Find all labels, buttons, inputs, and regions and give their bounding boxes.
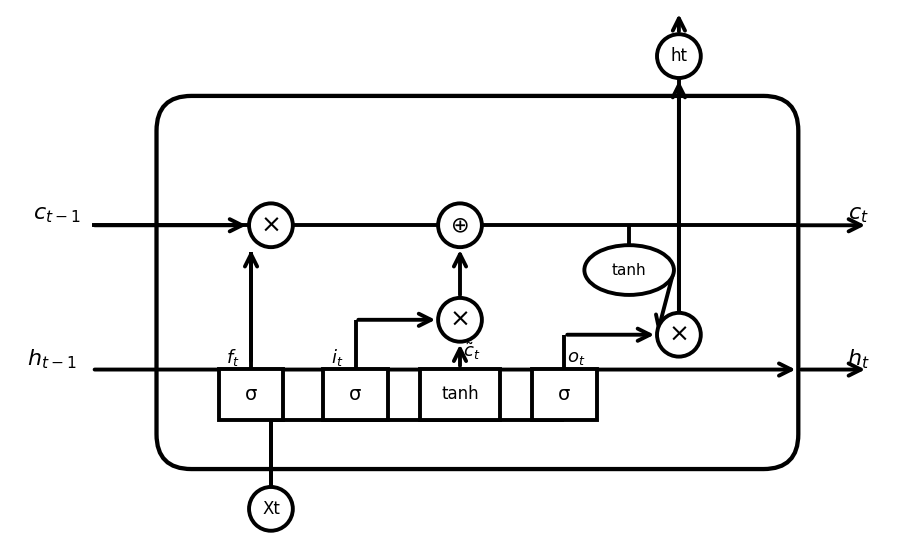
FancyBboxPatch shape [156, 96, 799, 469]
Text: $c_t$: $c_t$ [847, 205, 868, 225]
Text: ⊕: ⊕ [451, 215, 469, 235]
Bar [218, 368, 284, 420]
Text: $h_t$: $h_t$ [846, 348, 869, 371]
Circle shape [657, 313, 700, 357]
Ellipse shape [585, 245, 674, 295]
Text: ×: × [261, 214, 282, 237]
Text: $h_{t-1}$: $h_{t-1}$ [28, 348, 77, 371]
Text: ×: × [668, 323, 689, 347]
Text: tanh: tanh [442, 385, 479, 404]
Text: σ: σ [558, 385, 571, 404]
Text: $\tilde{c}_t$: $\tilde{c}_t$ [464, 341, 481, 362]
Text: ×: × [450, 308, 471, 332]
Text: $f_t$: $f_t$ [227, 347, 240, 368]
Circle shape [438, 298, 482, 342]
Text: tanh: tanh [611, 263, 646, 278]
Text: $i_t$: $i_t$ [331, 347, 343, 368]
Circle shape [438, 203, 482, 247]
Bar [420, 368, 499, 420]
Bar [323, 368, 388, 420]
Circle shape [249, 487, 293, 530]
Text: $o_t$: $o_t$ [567, 349, 586, 367]
Circle shape [249, 203, 293, 247]
Text: σ: σ [245, 385, 257, 404]
Text: σ: σ [350, 385, 362, 404]
Text: $c_{t-1}$: $c_{t-1}$ [33, 205, 81, 225]
Circle shape [657, 34, 700, 78]
Text: ht: ht [670, 47, 688, 65]
Bar [532, 368, 597, 420]
Text: Xt: Xt [262, 500, 280, 518]
